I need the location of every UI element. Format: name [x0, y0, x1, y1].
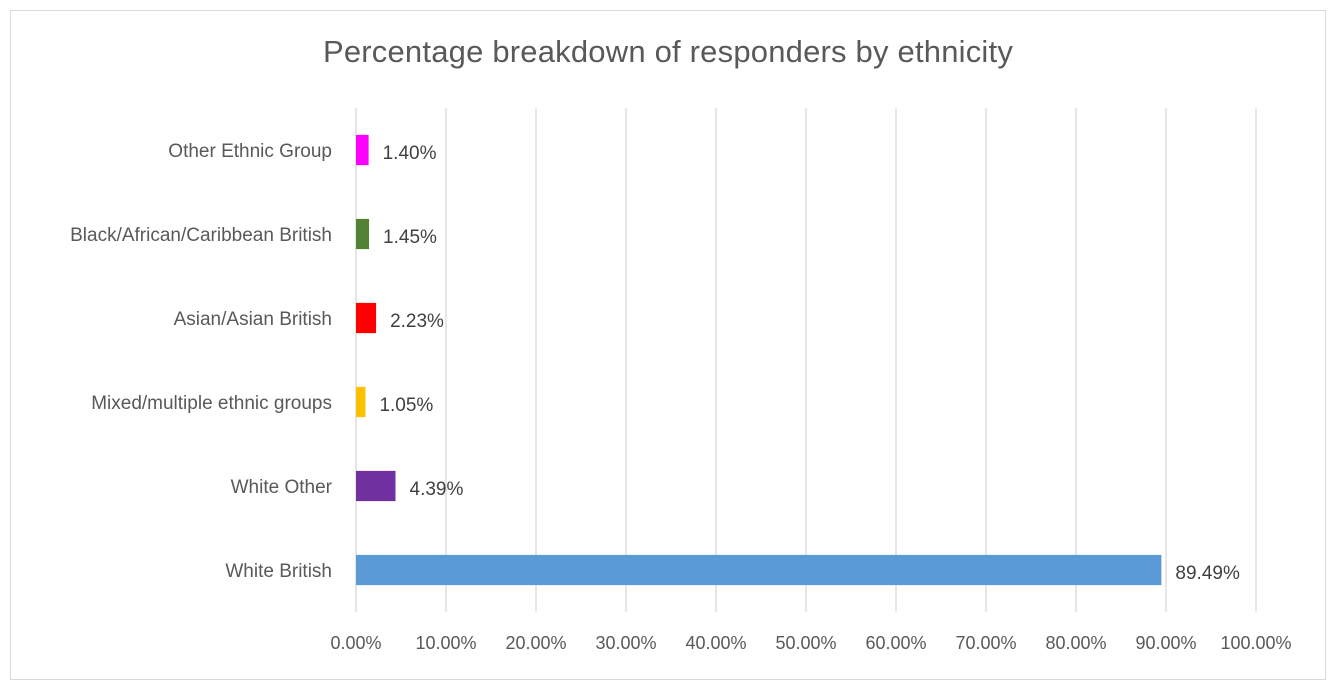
category-label: Black/African/Caribbean British	[70, 225, 332, 246]
gridlines	[355, 108, 1257, 612]
x-tick-label: 30.00%	[595, 633, 656, 653]
bar-asian-asian-british	[356, 302, 377, 334]
data-label: 1.05%	[379, 395, 433, 416]
x-tick-label: 0.00%	[330, 633, 381, 653]
data-label: 2.23%	[390, 311, 444, 332]
x-tick-label: 70.00%	[955, 633, 1016, 653]
bar-other-ethnic-group	[356, 134, 369, 166]
x-tick-label: 40.00%	[685, 633, 746, 653]
category-label: Other Ethnic Group	[168, 141, 332, 162]
data-label: 1.40%	[383, 143, 437, 164]
data-label: 1.45%	[383, 227, 437, 248]
bar-mixed-multiple-ethnic-groups	[356, 386, 366, 418]
x-tick-label: 90.00%	[1135, 633, 1196, 653]
bar-black-african-caribbean-british	[356, 218, 370, 250]
x-tick-label: 100.00%	[1220, 633, 1291, 653]
bar-white-british	[356, 554, 1162, 586]
category-label: Mixed/multiple ethnic groups	[91, 393, 332, 414]
category-labels: White British White Other Mixed/multiple e…	[70, 141, 333, 582]
x-tick-label: 60.00%	[865, 633, 926, 653]
x-tick-label: 80.00%	[1045, 633, 1106, 653]
bar-white-other	[356, 470, 396, 502]
x-tick-label: 20.00%	[505, 633, 566, 653]
data-label: 4.39%	[410, 479, 464, 500]
category-label: White Other	[231, 477, 333, 498]
data-labels: 89.49% 4.39% 1.05% 2.23% 1.45% 1.40%	[379, 143, 1240, 584]
data-label: 89.49%	[1175, 563, 1240, 584]
bars	[356, 134, 1162, 586]
category-label: Asian/Asian British	[174, 309, 332, 330]
tick-labels: 0.00% 10.00% 20.00% 30.00% 40.00% 50.00% 60.00…	[330, 633, 1291, 653]
x-tick-label: 10.00%	[415, 633, 476, 653]
chart-title: Percentage breakdown of responders by et…	[322, 34, 1014, 69]
x-tick-label: 50.00%	[775, 633, 836, 653]
category-label: White British	[225, 561, 332, 582]
